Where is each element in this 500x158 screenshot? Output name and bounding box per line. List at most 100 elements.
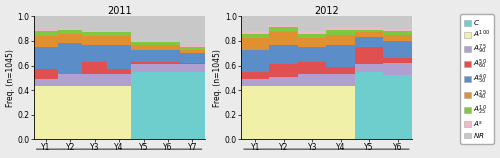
Bar <box>270 77 298 86</box>
Bar <box>298 47 326 62</box>
Bar <box>34 86 58 139</box>
Bar <box>298 62 326 74</box>
Bar <box>241 31 270 33</box>
Bar <box>107 16 132 31</box>
Bar <box>132 41 156 42</box>
Bar <box>326 16 355 27</box>
Bar <box>34 16 58 30</box>
Bar <box>180 46 204 47</box>
Bar <box>241 33 270 38</box>
Bar <box>241 86 270 139</box>
Bar <box>156 62 180 64</box>
Bar <box>326 86 355 139</box>
Bar <box>180 16 204 46</box>
Bar <box>241 38 270 49</box>
Bar <box>156 42 180 45</box>
Bar <box>58 16 82 29</box>
Bar <box>355 32 384 37</box>
Y-axis label: Freq. (n=1045): Freq. (n=1045) <box>6 49 15 107</box>
Bar <box>270 86 298 139</box>
Bar <box>82 32 107 36</box>
Bar <box>107 74 132 86</box>
Bar <box>180 63 204 64</box>
Bar <box>270 27 298 32</box>
Bar <box>132 62 156 64</box>
Bar <box>384 29 412 31</box>
Bar <box>298 38 326 47</box>
Bar <box>132 64 156 72</box>
Bar <box>34 79 58 86</box>
Bar <box>58 86 82 139</box>
Bar <box>241 79 270 86</box>
Bar <box>156 64 180 72</box>
Bar <box>298 86 326 139</box>
Bar <box>132 45 156 49</box>
Bar <box>384 63 412 75</box>
Bar <box>270 45 298 64</box>
Bar <box>326 45 355 67</box>
Bar <box>156 45 180 49</box>
Bar <box>180 49 204 53</box>
Y-axis label: Freq. (n=1045): Freq. (n=1045) <box>213 49 222 107</box>
Bar <box>132 72 156 139</box>
Bar <box>326 74 355 86</box>
Bar <box>34 31 58 36</box>
Bar <box>156 72 180 139</box>
Bar <box>180 64 204 72</box>
Bar <box>156 16 180 41</box>
Bar <box>270 16 298 25</box>
Bar <box>270 32 298 45</box>
Bar <box>107 86 132 139</box>
Bar <box>355 27 384 30</box>
Bar <box>326 67 355 74</box>
Bar <box>132 49 156 62</box>
Bar <box>82 62 107 74</box>
Bar <box>58 33 82 43</box>
Legend: $C$, $A^{100}$, $A^{75}_{90}$, $A^{50}_{60}$, $A^{40}_{50}$, $A^{25}_{40}$, $A^{: $C$, $A^{100}$, $A^{75}_{90}$, $A^{50}_{… <box>460 14 494 144</box>
Bar <box>58 74 82 86</box>
Bar <box>34 47 58 69</box>
Bar <box>58 30 82 33</box>
Bar <box>180 53 204 63</box>
Title: 2011: 2011 <box>107 6 132 15</box>
Bar <box>384 16 412 29</box>
Bar <box>355 37 384 47</box>
Bar <box>34 36 58 47</box>
Bar <box>82 36 107 45</box>
Bar <box>156 41 180 42</box>
Bar <box>34 69 58 79</box>
Bar <box>355 30 384 32</box>
Bar <box>384 41 412 58</box>
Bar <box>107 31 132 32</box>
Bar <box>34 30 58 31</box>
Bar <box>298 31 326 33</box>
Bar <box>270 25 298 27</box>
Bar <box>82 45 107 62</box>
Bar <box>384 31 412 35</box>
Bar <box>298 74 326 86</box>
Bar <box>82 16 107 31</box>
Bar <box>107 32 132 36</box>
Bar <box>384 75 412 139</box>
Bar <box>82 31 107 32</box>
Bar <box>355 16 384 27</box>
Bar <box>180 72 204 139</box>
Bar <box>156 49 180 62</box>
Bar <box>58 29 82 30</box>
Bar <box>355 64 384 72</box>
Bar <box>326 30 355 35</box>
Bar <box>82 74 107 86</box>
Bar <box>355 47 384 64</box>
Bar <box>241 16 270 31</box>
Bar <box>180 47 204 49</box>
Title: 2012: 2012 <box>314 6 339 15</box>
Bar <box>270 64 298 77</box>
Bar <box>384 58 412 63</box>
Bar <box>355 72 384 139</box>
Bar <box>326 35 355 45</box>
Bar <box>298 33 326 38</box>
Bar <box>107 69 132 74</box>
Bar <box>384 35 412 41</box>
Bar <box>107 45 132 69</box>
Bar <box>82 86 107 139</box>
